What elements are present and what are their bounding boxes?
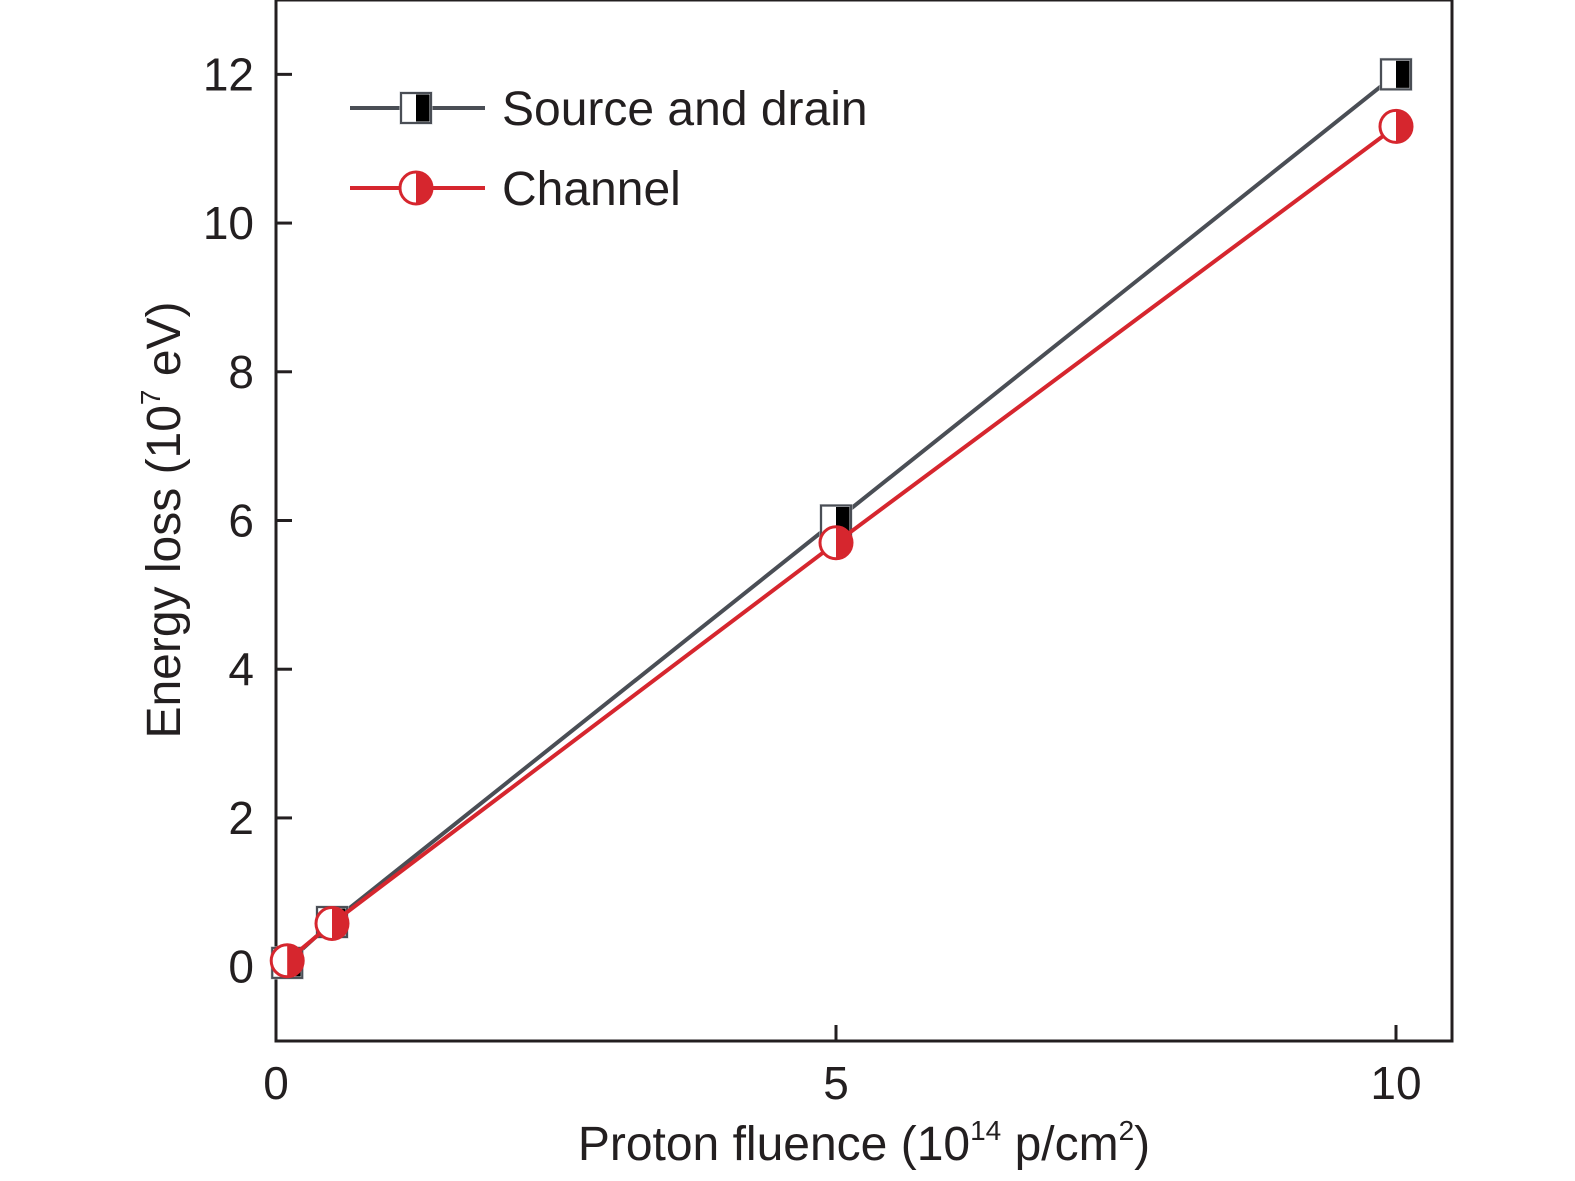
axes: 0 2 4 6 8 10 12 0 5 10 [203, 0, 1454, 1109]
marker-square-fill [416, 94, 430, 122]
data-point [314, 906, 350, 942]
marker-circle-fill [332, 907, 348, 940]
x-tick-label: 5 [823, 1057, 849, 1109]
data-point [1379, 57, 1413, 91]
y-tick-label: 8 [228, 346, 254, 398]
data-point [818, 525, 854, 561]
y-tick-label: 2 [228, 792, 254, 844]
marker-square-fill [1396, 60, 1410, 88]
y-tick-label: 4 [228, 643, 254, 695]
legend: Source and drain Channel [350, 83, 868, 216]
y-tick-label: 12 [203, 48, 254, 100]
series-line [285, 124, 1398, 963]
x-axis-title: Proton fluence (1014 p/cm2) [578, 1115, 1150, 1171]
x-tick-label: 10 [1370, 1057, 1421, 1109]
marker-square-border [400, 92, 432, 124]
y-tick-label: 0 [228, 941, 254, 993]
series-layer [269, 57, 1414, 980]
data-point [1378, 108, 1414, 144]
data-point [269, 943, 305, 979]
marker-square-border [1380, 58, 1412, 91]
y-tick-label: 10 [203, 197, 254, 249]
legend-label: Source and drain [502, 83, 868, 136]
y-axis-title: Energy loss (107 eV) [135, 301, 191, 738]
legend-entry: Channel [350, 163, 681, 216]
legend-label: Channel [502, 163, 681, 216]
legend-entry: Source and drain [350, 83, 868, 136]
marker-circle-fill [287, 944, 304, 977]
marker-circle-fill [836, 526, 852, 559]
y-tick-label: 6 [228, 495, 254, 547]
marker-circle-fill [1396, 110, 1412, 143]
marker-circle-fill [416, 172, 432, 204]
series-channel [269, 108, 1414, 979]
legend-marker [399, 91, 433, 125]
legend-marker [398, 170, 434, 206]
x-tick-label: 0 [263, 1057, 289, 1109]
